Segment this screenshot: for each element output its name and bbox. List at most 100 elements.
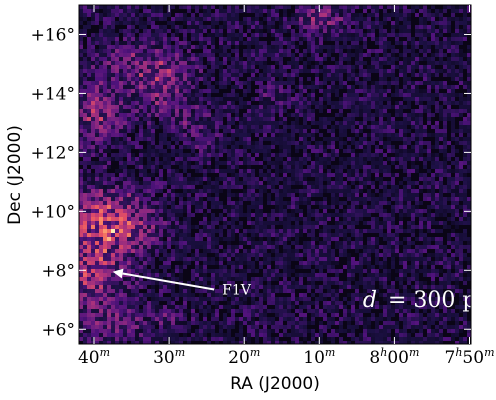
heatmap-cell xyxy=(259,121,263,125)
heatmap-cell xyxy=(131,101,135,105)
heatmap-cell xyxy=(207,221,211,225)
heatmap-cell xyxy=(171,17,175,21)
heatmap-cell xyxy=(331,181,335,185)
heatmap-cell xyxy=(335,173,339,177)
heatmap-cell xyxy=(227,13,231,17)
heatmap-cell xyxy=(271,229,275,233)
heatmap-cell xyxy=(267,109,271,113)
heatmap-cell xyxy=(431,245,435,249)
heatmap-cell xyxy=(275,153,279,157)
heatmap-cell xyxy=(275,177,279,181)
heatmap-cell xyxy=(179,53,183,57)
heatmap-cell xyxy=(407,245,411,249)
heatmap-cell xyxy=(187,17,191,21)
heatmap-cell xyxy=(419,133,423,137)
heatmap-cell xyxy=(311,17,315,21)
heatmap-cell xyxy=(183,69,187,73)
heatmap-cell xyxy=(79,37,83,41)
heatmap-cell xyxy=(363,109,367,113)
heatmap-cell xyxy=(251,205,255,209)
heatmap-cell xyxy=(79,77,83,81)
heatmap-cell xyxy=(131,241,135,245)
heatmap-cell xyxy=(359,241,363,245)
heatmap-cell xyxy=(267,185,271,189)
heatmap-cell xyxy=(79,205,83,209)
heatmap-cell xyxy=(255,221,259,225)
heatmap-cell xyxy=(103,113,107,117)
heatmap-cell xyxy=(111,129,115,133)
heatmap-cell xyxy=(419,93,423,97)
heatmap-cell xyxy=(83,233,87,237)
heatmap-cell xyxy=(303,157,307,161)
heatmap-cell xyxy=(231,37,235,41)
heatmap-cell xyxy=(419,189,423,193)
heatmap-cell xyxy=(443,209,447,213)
heatmap-cell xyxy=(127,113,131,117)
heatmap-cell xyxy=(403,153,407,157)
heatmap-cell xyxy=(431,17,435,21)
heatmap-cell xyxy=(303,101,307,105)
heatmap-cell xyxy=(427,229,431,233)
heatmap-cell xyxy=(95,85,99,89)
heatmap-cell xyxy=(147,209,151,213)
heatmap-cell xyxy=(87,217,91,221)
heatmap-cell xyxy=(351,129,355,133)
heatmap-cell xyxy=(183,189,187,193)
heatmap-cell xyxy=(263,33,267,37)
heatmap-cell xyxy=(459,217,463,221)
heatmap-cell xyxy=(367,145,371,149)
heatmap-cell xyxy=(275,49,279,53)
heatmap-cell xyxy=(79,153,83,157)
heatmap-cell xyxy=(435,89,439,93)
heatmap-cell xyxy=(279,57,283,61)
heatmap-cell xyxy=(155,225,159,229)
heatmap-cell xyxy=(439,17,443,21)
heatmap-cell xyxy=(371,61,375,65)
heatmap-cell xyxy=(347,197,351,201)
heatmap-cell xyxy=(375,41,379,45)
heatmap-cell xyxy=(347,25,351,29)
heatmap-cell xyxy=(455,137,459,141)
heatmap-cell xyxy=(423,241,427,245)
heatmap-cell xyxy=(231,137,235,141)
heatmap-cell xyxy=(363,5,367,9)
heatmap-cell xyxy=(259,81,263,85)
heatmap-cell xyxy=(375,69,379,73)
heatmap-cell xyxy=(115,53,119,57)
heatmap-cell xyxy=(79,221,83,225)
heatmap-cell xyxy=(139,213,143,217)
heatmap-cell xyxy=(223,181,227,185)
heatmap-cell xyxy=(191,129,195,133)
heatmap-cell xyxy=(267,197,271,201)
heatmap-cell xyxy=(123,221,127,225)
heatmap-cell xyxy=(231,101,235,105)
heatmap-cell xyxy=(227,169,231,173)
heatmap-cell xyxy=(163,217,167,221)
heatmap-cell xyxy=(403,33,407,37)
heatmap-cell xyxy=(315,249,319,253)
heatmap-cell xyxy=(95,69,99,73)
heatmap-cell xyxy=(167,105,171,109)
heatmap-cell xyxy=(407,205,411,209)
heatmap-cell xyxy=(323,77,327,81)
heatmap-cell xyxy=(399,225,403,229)
heatmap-cell xyxy=(419,9,423,13)
heatmap-cell xyxy=(167,145,171,149)
heatmap-cell xyxy=(143,137,147,141)
heatmap-cell xyxy=(99,53,103,57)
heatmap-cell xyxy=(275,237,279,241)
heatmap-cell xyxy=(299,181,303,185)
heatmap-cell xyxy=(459,233,463,237)
heatmap-cell xyxy=(179,113,183,117)
heatmap-cell xyxy=(203,17,207,21)
heatmap-cell xyxy=(455,53,459,57)
heatmap-cell xyxy=(99,137,103,141)
heatmap-cell xyxy=(327,97,331,101)
heatmap-cell xyxy=(263,45,267,49)
heatmap-cell xyxy=(227,81,231,85)
heatmap-cell xyxy=(411,61,415,65)
heatmap-cell xyxy=(183,13,187,17)
heatmap-cell xyxy=(243,41,247,45)
heatmap-cell xyxy=(155,65,159,69)
heatmap-cell xyxy=(407,49,411,53)
